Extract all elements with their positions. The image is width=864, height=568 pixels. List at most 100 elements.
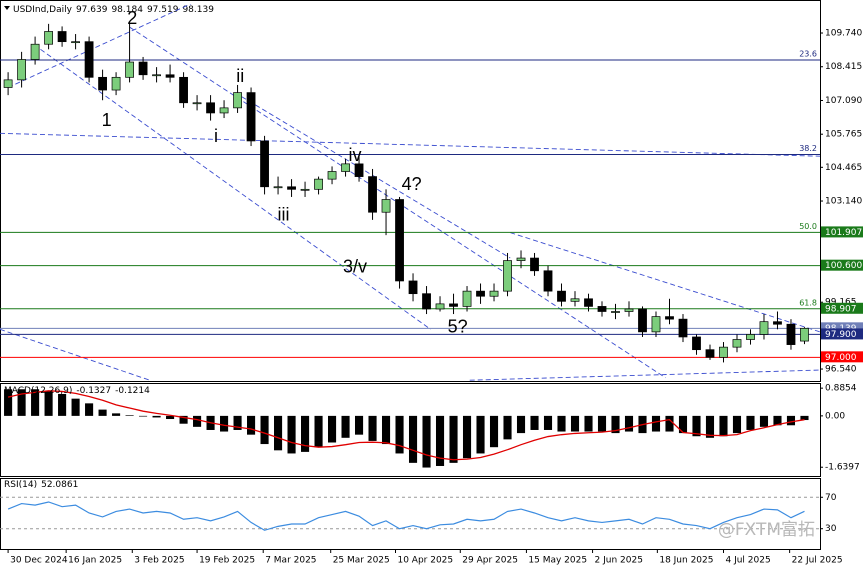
macd-bar [112, 413, 121, 416]
macd-bar [449, 415, 458, 463]
candle-body [786, 323, 796, 345]
candle-body [435, 303, 445, 310]
candle-body [71, 41, 80, 44]
candle-body [705, 349, 715, 358]
y-tick-label: 109.740 [825, 29, 862, 39]
candle-body [57, 31, 67, 43]
wave-label: 3/v [343, 256, 367, 276]
x-tick-label: 4 Jul 2025 [725, 556, 770, 566]
macd-panel-frame [0, 383, 821, 477]
candle-body [800, 327, 809, 342]
macd-bar [651, 415, 661, 432]
candle-body [530, 257, 539, 272]
candle-body [449, 303, 458, 307]
macd-name: MACD(12,26,9) [4, 386, 72, 396]
signal-value: -0.1214 [115, 386, 150, 396]
level-label-box [821, 259, 863, 271]
macd-bar [125, 415, 134, 416]
macd-bar [314, 415, 323, 448]
macd-bar [179, 415, 188, 424]
trendline [469, 369, 820, 381]
y-tick-label: 105.765 [825, 130, 862, 140]
y-tick-label: 103.140 [825, 197, 862, 207]
level-label: 101.907 [825, 228, 862, 238]
candle-body [30, 43, 40, 60]
macd-bar [584, 415, 593, 432]
candle-body [17, 59, 26, 81]
y-tick-label: 108.415 [825, 62, 862, 72]
macd-bar [166, 415, 175, 420]
macd-bar [395, 415, 404, 454]
y-tick-label: -1.6397 [825, 463, 860, 473]
candle-body [98, 76, 107, 91]
candle-body [476, 290, 485, 297]
wave-label: 1 [102, 110, 112, 130]
y-tick-label: 30 [825, 524, 837, 534]
x-tick-label: 25 Mar 2025 [333, 556, 390, 566]
macd-bar [800, 415, 809, 421]
macd-bar [611, 415, 620, 434]
header-low: 97.519 [147, 5, 179, 15]
x-tick-label: 19 Feb 2025 [199, 556, 255, 566]
candle-body [354, 163, 364, 177]
level-label: 98.907 [825, 304, 857, 314]
candle-body [84, 41, 94, 78]
menu-arrow [4, 6, 10, 10]
x-tick-label: 3 Feb 2025 [134, 556, 184, 566]
macd [4, 389, 809, 468]
wave-label: ii [236, 66, 244, 86]
macd-bar [354, 415, 364, 435]
x-tick-label: 15 May 2025 [528, 556, 587, 566]
candle-body [314, 178, 323, 190]
macd-bar [624, 415, 634, 432]
fib-label: 38.2 [799, 144, 817, 153]
candle-body [503, 260, 512, 292]
fib-label: 50.0 [799, 222, 817, 231]
x-tick-label: 22 Jul 2025 [792, 556, 843, 566]
candle-body [300, 188, 310, 191]
macd-bar [678, 415, 688, 434]
macd-bar [85, 403, 94, 416]
macd-header: MACD(12,26,9) -0.1327 -0.1214 [4, 386, 150, 396]
macd-bar [31, 389, 40, 416]
chart-header: USDInd,Daily 97.639 98.184 97.519 98.139 [13, 5, 214, 15]
macd-bar [462, 415, 472, 459]
candle-body [179, 76, 188, 104]
macd-bar [786, 415, 796, 426]
macd-bar [220, 415, 229, 432]
candle-body [408, 280, 418, 295]
candle-body [206, 102, 215, 114]
candle-body [611, 311, 620, 313]
candle-body [192, 102, 202, 105]
candle-body [543, 270, 553, 292]
macd-bar [489, 415, 499, 448]
macd-bar [705, 415, 715, 438]
macd-bar [71, 398, 80, 416]
trendline [0, 328, 150, 381]
macd-bar [193, 415, 202, 427]
macd-bar [746, 415, 755, 430]
rsi-panel-frame [0, 478, 821, 550]
candle-body [597, 306, 607, 312]
macd-bar [247, 415, 256, 435]
candle-body [732, 339, 742, 348]
candle-body [651, 316, 661, 333]
level-label-box [821, 226, 863, 238]
candle-body [773, 321, 782, 325]
macd-bar [530, 415, 539, 430]
level-label: 97.900 [825, 330, 857, 340]
macd-bar [516, 415, 526, 434]
macd-bar [773, 415, 782, 426]
macd-bar [233, 415, 242, 430]
macd-bar [274, 415, 283, 451]
y-tick-label: 70 [825, 493, 837, 503]
candle-body [138, 61, 148, 76]
candle-body [719, 346, 728, 358]
macd-bar [287, 415, 296, 454]
candle-body [624, 308, 634, 312]
y-tick-label: 107.090 [825, 96, 862, 106]
macd-bar [422, 415, 431, 468]
header-high: 98.184 [111, 5, 143, 15]
price-label-box [821, 322, 863, 334]
